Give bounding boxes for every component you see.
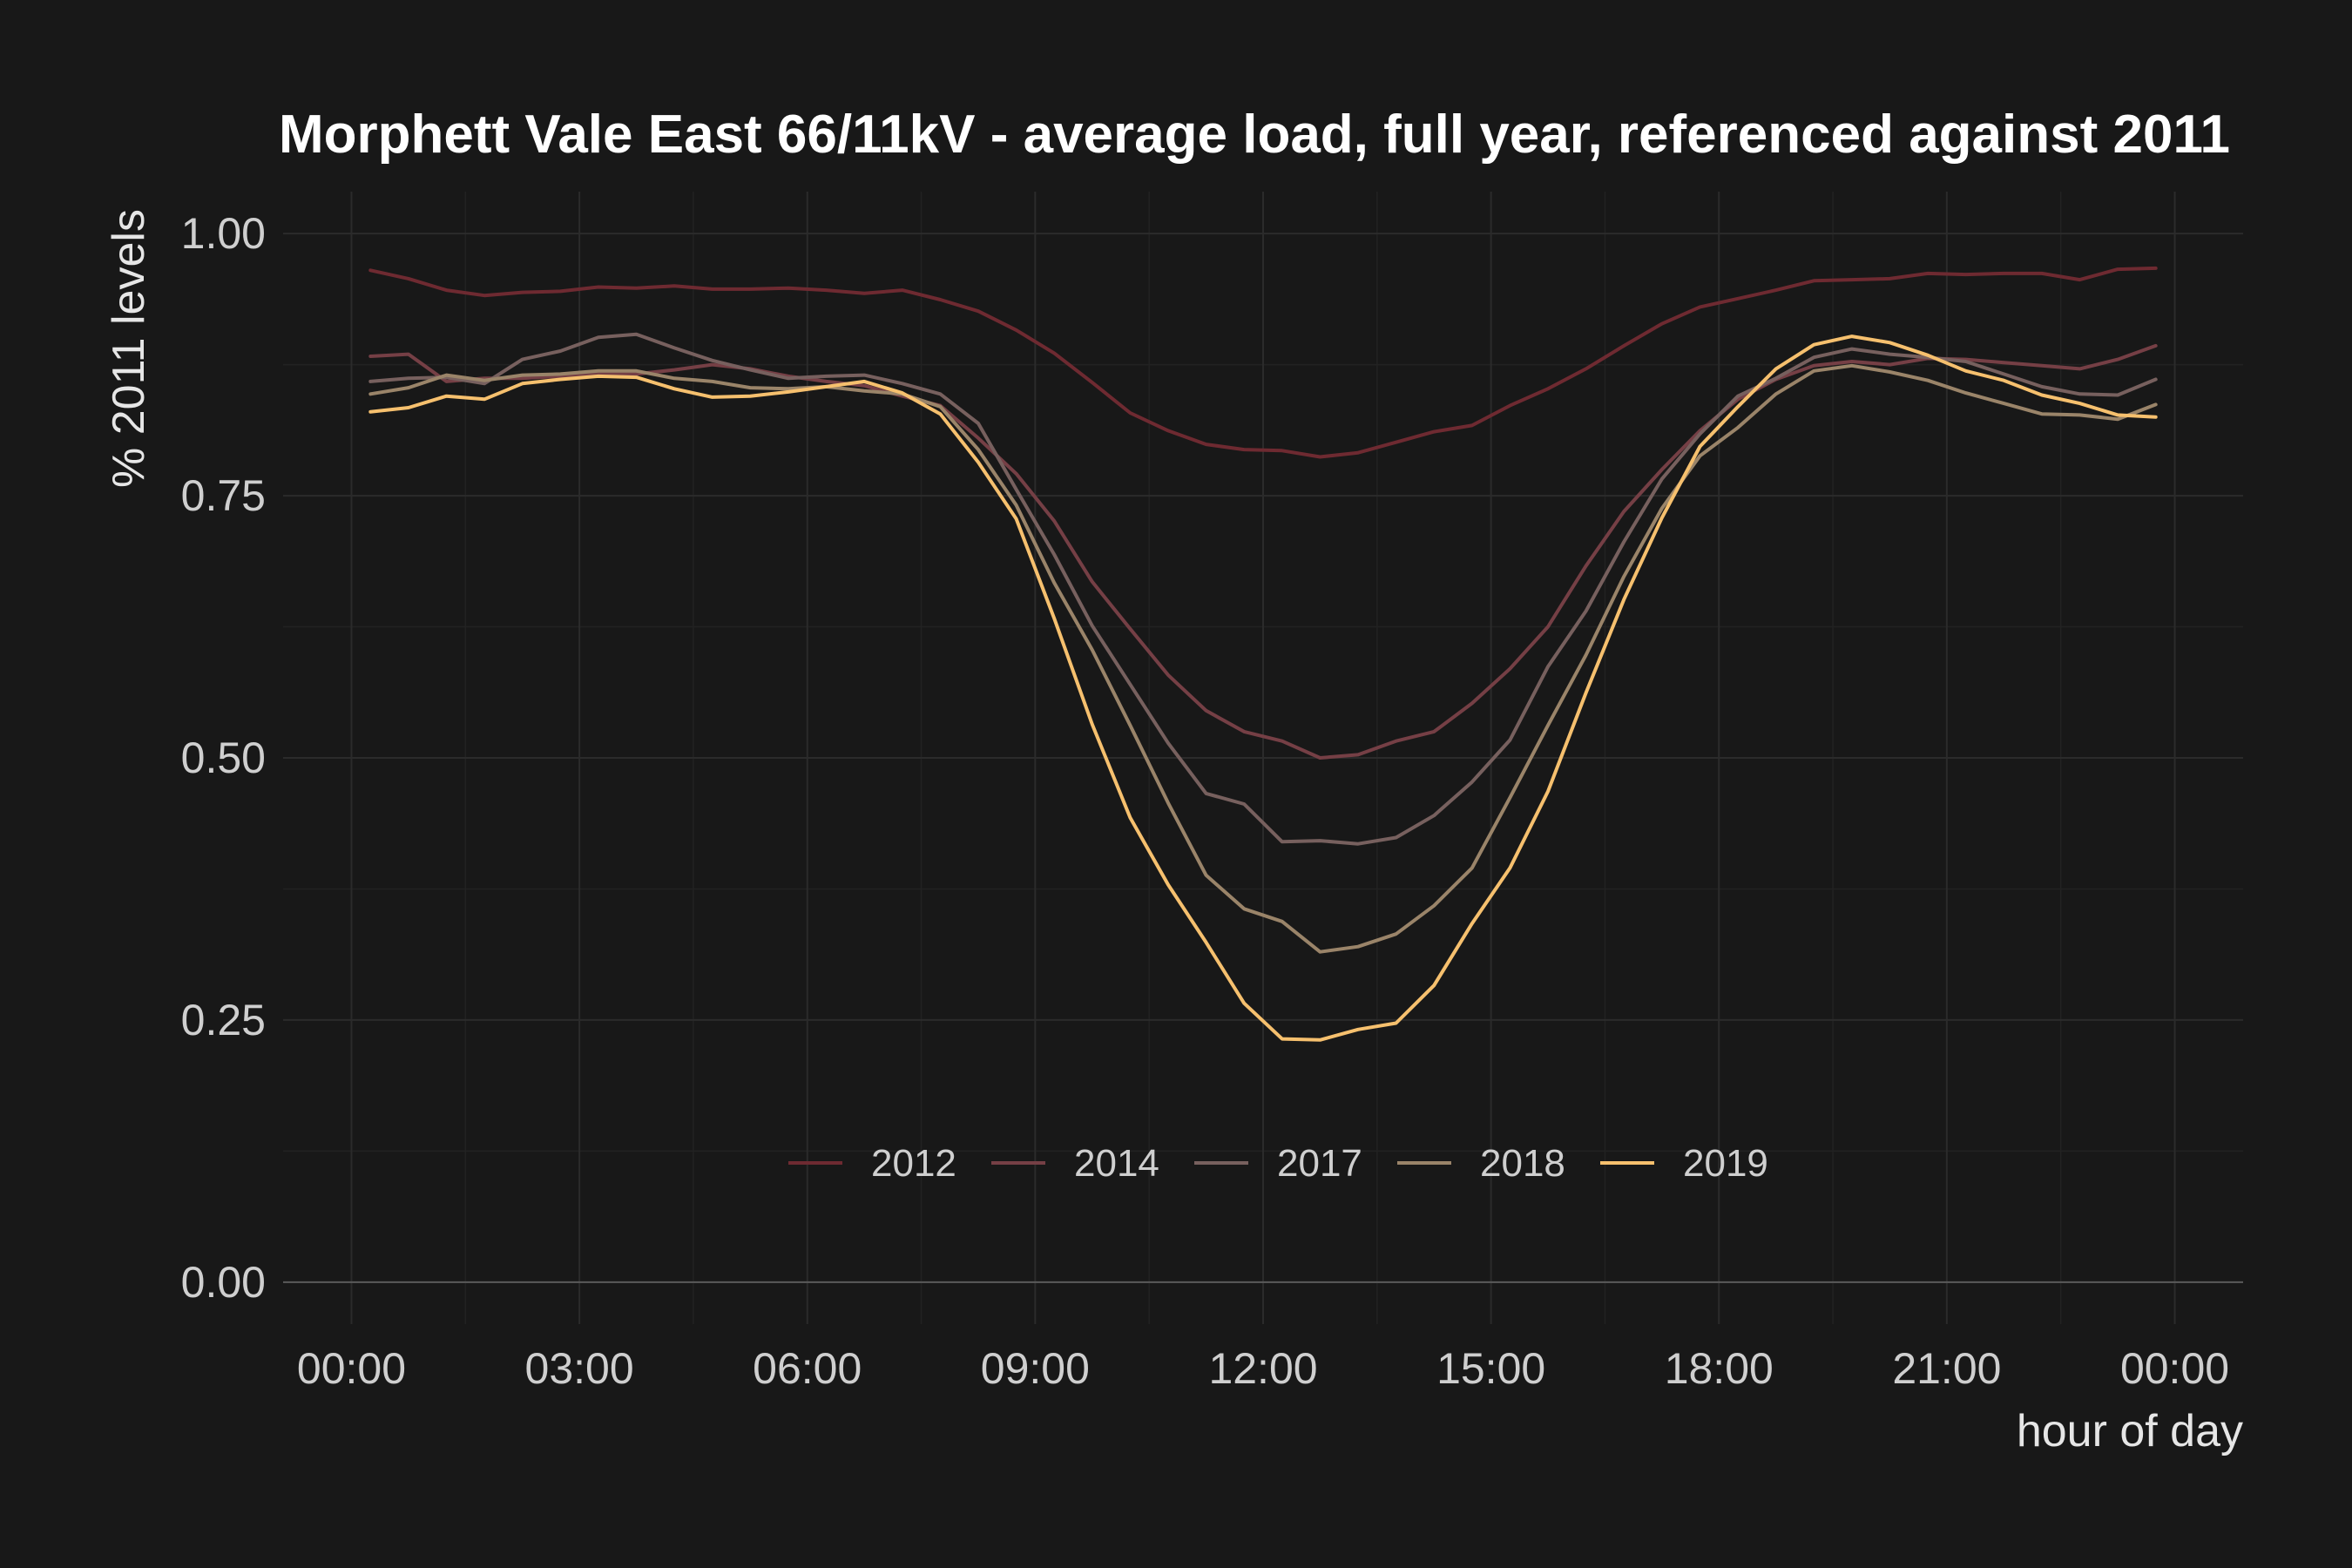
grid <box>283 192 2243 1324</box>
chart-title: Morphett Vale East 66/11kV - average loa… <box>279 105 2230 165</box>
x-tick-label: 00:00 <box>2120 1344 2229 1393</box>
legend-label-2012: 2012 <box>871 1142 956 1185</box>
series-lines <box>368 266 2158 1042</box>
series-line-2014 <box>368 343 2158 760</box>
y-tick-label: 0.25 <box>181 996 266 1044</box>
legend: 2012 2014 2017 2018 2019 <box>788 1142 1768 1185</box>
series-line-2018 <box>368 363 2158 954</box>
legend-label-2019: 2019 <box>1683 1142 1768 1185</box>
y-tick-label: 0.75 <box>181 471 266 520</box>
x-tick-label: 06:00 <box>753 1344 862 1393</box>
legend-label-2018: 2018 <box>1480 1142 1565 1185</box>
x-tick-label: 09:00 <box>981 1344 1090 1393</box>
x-tick-label: 15:00 <box>1436 1344 1545 1393</box>
series-line-2012 <box>368 266 2158 459</box>
x-tick-label: 03:00 <box>525 1344 634 1393</box>
y-axis-tick-labels: 0.00 0.25 0.50 0.75 1.00 <box>181 209 266 1307</box>
x-axis-tick-labels: 00:00 03:00 06:00 09:00 12:00 15:00 18:00 21:00… <box>297 1344 2229 1393</box>
y-tick-label: 0.00 <box>181 1258 266 1307</box>
x-tick-label: 00:00 <box>297 1344 406 1393</box>
x-tick-label: 12:00 <box>1208 1344 1317 1393</box>
y-axis-title: % 2011 levels <box>104 209 154 488</box>
legend-label-2017: 2017 <box>1277 1142 1362 1185</box>
legend-label-2014: 2014 <box>1074 1142 1159 1185</box>
x-tick-label: 21:00 <box>1892 1344 2001 1393</box>
x-tick-label: 18:00 <box>1665 1344 1774 1393</box>
y-tick-label: 1.00 <box>181 209 266 258</box>
x-axis-title: hour of day <box>2017 1406 2243 1456</box>
y-tick-label: 0.50 <box>181 733 266 782</box>
series-line-2017 <box>368 332 2158 846</box>
series-line-2019 <box>368 335 2158 1042</box>
